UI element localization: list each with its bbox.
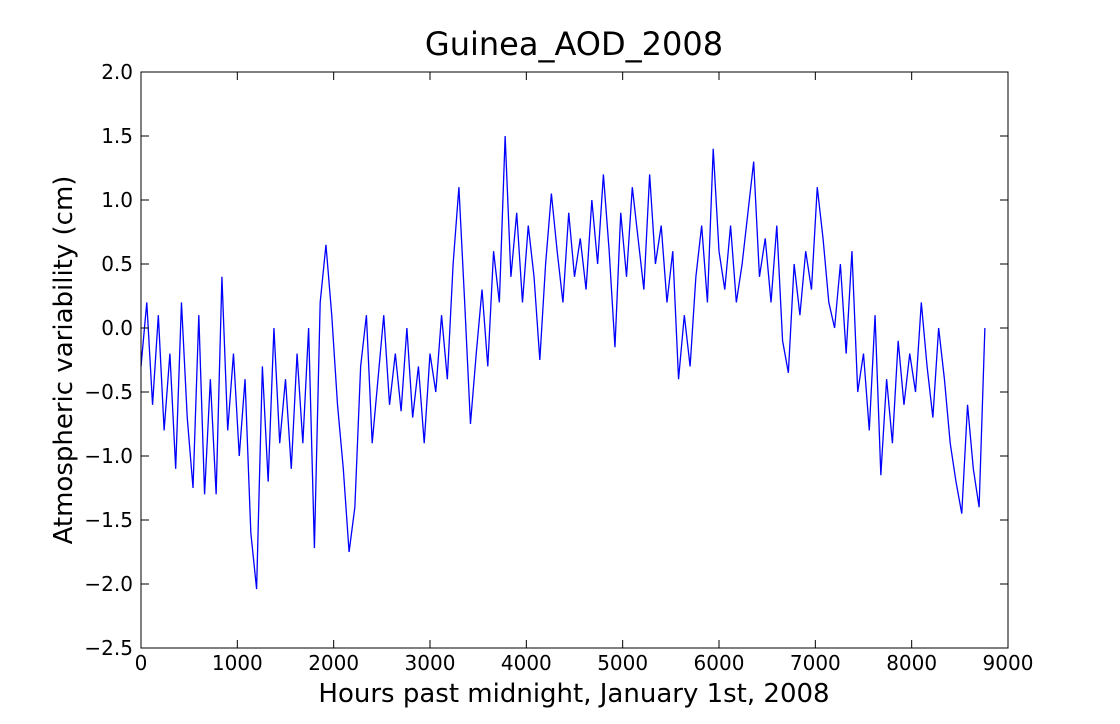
y-tick-label: −2.0	[84, 572, 133, 596]
data-line	[140, 135, 986, 590]
x-tick-label: 7000	[790, 651, 841, 675]
x-tick-label: 6000	[694, 651, 745, 675]
y-tick-label: 1.5	[101, 124, 133, 148]
x-tick-label: 8000	[886, 651, 937, 675]
marks	[140, 135, 986, 590]
x-tick-label: 1000	[212, 651, 263, 675]
y-axis-label: Atmospheric variability (cm)	[49, 176, 79, 545]
y-tick-label: 0.5	[101, 252, 133, 276]
y-tick-label: −1.0	[84, 444, 133, 468]
x-tick-label: 5000	[597, 651, 648, 675]
x-tick-label: 2000	[308, 651, 359, 675]
x-tick-label: 3000	[405, 651, 456, 675]
x-axis-label: Hours past midnight, January 1st, 2008	[318, 679, 829, 709]
plot-frame	[140, 71, 1009, 649]
x-tick-label: 0	[135, 651, 148, 675]
y-tick-label: 1.0	[101, 188, 133, 212]
plot-area	[141, 72, 1008, 648]
y-tick-label: −0.5	[84, 380, 133, 404]
x-tick-label: 9000	[983, 651, 1034, 675]
y-tick-label: −1.5	[84, 508, 133, 532]
x-tick-label: 4000	[501, 651, 552, 675]
chart-title: Guinea_AOD_2008	[425, 25, 723, 63]
y-tick-label: −2.5	[84, 636, 133, 660]
y-tick-label: 2.0	[101, 60, 133, 84]
y-tick-label: 0.0	[101, 316, 133, 340]
